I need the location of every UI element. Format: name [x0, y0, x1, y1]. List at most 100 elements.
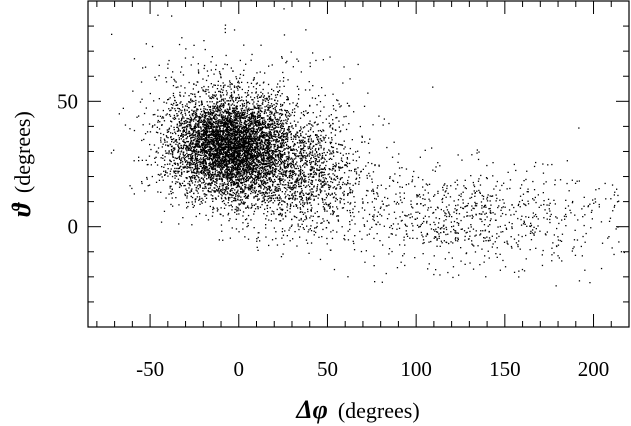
data-point — [230, 179, 232, 181]
data-point — [248, 178, 250, 180]
data-point — [204, 161, 206, 163]
data-point — [221, 166, 223, 168]
data-point — [201, 102, 203, 104]
data-point — [243, 149, 245, 151]
data-point — [269, 196, 271, 199]
data-point — [216, 154, 218, 156]
data-point — [258, 160, 261, 162]
data-point — [197, 146, 199, 148]
data-point — [262, 159, 264, 162]
data-point — [182, 146, 185, 149]
data-point — [246, 197, 248, 199]
data-point — [227, 146, 230, 148]
data-point — [212, 128, 214, 131]
data-point — [213, 155, 216, 157]
data-point — [310, 138, 312, 140]
data-point — [129, 185, 131, 187]
data-point — [245, 178, 247, 181]
data-point — [180, 120, 182, 122]
data-point — [248, 130, 250, 132]
data-point — [264, 132, 266, 134]
data-point — [178, 125, 181, 127]
data-point — [197, 188, 200, 190]
data-point — [220, 140, 223, 142]
data-point — [229, 116, 231, 118]
data-point — [215, 184, 217, 187]
data-point — [211, 167, 213, 169]
data-point — [279, 137, 281, 139]
data-point — [214, 135, 216, 137]
data-point — [238, 144, 240, 146]
data-point — [196, 157, 199, 160]
data-point — [182, 153, 184, 156]
data-point — [209, 148, 211, 150]
data-point — [261, 121, 264, 124]
data-point — [214, 183, 216, 186]
data-point — [259, 113, 261, 115]
data-point — [213, 106, 216, 108]
data-point — [256, 124, 258, 126]
data-point — [227, 169, 229, 171]
data-point — [216, 180, 218, 182]
data-point — [254, 119, 257, 121]
data-point — [262, 184, 265, 187]
data-point — [184, 193, 186, 195]
data-point — [212, 174, 214, 176]
data-point — [241, 88, 243, 91]
data-point — [161, 146, 163, 148]
data-point — [179, 182, 181, 184]
data-point — [197, 181, 199, 183]
data-point — [222, 86, 225, 89]
data-point — [263, 200, 265, 202]
data-point — [240, 171, 242, 173]
data-point — [233, 117, 235, 119]
data-point — [205, 154, 207, 156]
data-point — [208, 176, 210, 178]
data-point — [203, 122, 206, 124]
data-point — [210, 109, 212, 111]
data-point — [236, 127, 238, 129]
data-point — [198, 120, 200, 122]
data-point — [179, 142, 181, 145]
data-point — [297, 177, 299, 179]
data-point — [226, 175, 228, 177]
data-point — [216, 106, 218, 108]
data-point — [185, 129, 188, 131]
data-point — [230, 150, 233, 152]
data-point — [232, 168, 234, 170]
data-point — [198, 122, 200, 124]
data-point — [218, 151, 221, 153]
data-point — [240, 199, 242, 201]
data-point — [208, 128, 210, 130]
data-point — [250, 170, 252, 172]
data-point — [196, 142, 198, 144]
data-point — [289, 126, 291, 128]
data-point — [220, 151, 222, 153]
data-point — [133, 193, 135, 195]
data-point — [200, 128, 202, 130]
data-point — [259, 192, 261, 194]
data-point — [180, 175, 182, 177]
data-point — [283, 130, 285, 133]
data-point — [217, 134, 219, 136]
data-point — [181, 117, 183, 119]
data-point — [175, 181, 177, 183]
data-point — [202, 154, 204, 156]
data-point — [193, 134, 195, 136]
data-point — [254, 174, 256, 177]
data-point — [190, 137, 192, 139]
data-point — [204, 108, 207, 110]
data-point — [228, 147, 230, 150]
data-point — [226, 163, 229, 165]
data-point — [225, 141, 228, 143]
data-point — [219, 156, 221, 158]
data-point — [162, 117, 165, 119]
data-point — [183, 95, 185, 97]
data-point — [251, 169, 253, 172]
data-point — [297, 121, 299, 123]
data-point — [205, 155, 207, 157]
data-point — [186, 163, 189, 165]
data-point — [239, 154, 241, 156]
data-point — [248, 145, 250, 147]
data-point — [234, 120, 236, 122]
